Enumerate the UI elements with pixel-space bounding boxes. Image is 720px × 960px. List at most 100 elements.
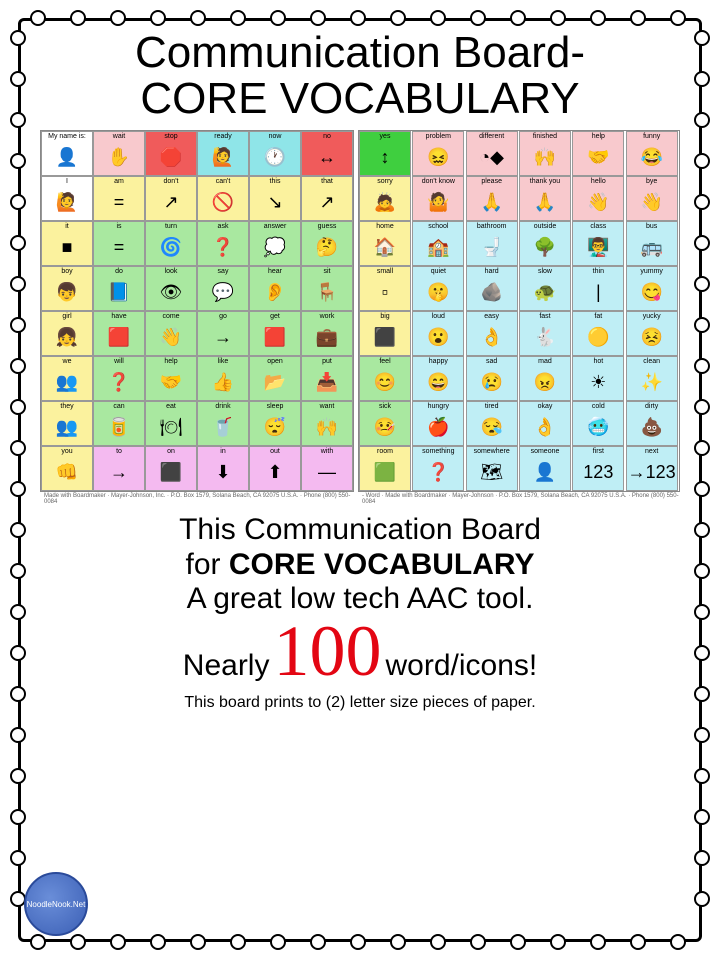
cell-label: My name is: — [48, 133, 86, 140]
border-loop — [694, 481, 710, 497]
cell-icon: 🚽 — [480, 230, 502, 265]
cell-label: eat — [166, 403, 176, 410]
cell-label: hear — [268, 268, 282, 275]
border-loop — [694, 440, 710, 456]
cell-label: bathroom — [477, 223, 507, 230]
cell-icon: 😋 — [640, 275, 662, 310]
board-cell: with— — [301, 446, 353, 491]
cell-label: outside — [534, 223, 557, 230]
cell-label: tired — [485, 403, 499, 410]
desc-line2-prefix: for — [186, 548, 229, 581]
title: Communication Board- CORE VOCABULARY — [40, 30, 680, 122]
cell-label: don't — [164, 178, 179, 185]
cell-label: have — [111, 313, 126, 320]
cell-label: mad — [538, 358, 552, 365]
cell-icon: 🤝 — [587, 140, 609, 175]
cell-label: can — [113, 403, 124, 410]
cell-icon: 🤔 — [316, 230, 338, 265]
board-cell: boy👦 — [41, 266, 93, 311]
cell-icon: 🤷 — [427, 185, 449, 220]
border-loop — [30, 934, 46, 950]
title-line1: Communication Board- — [135, 28, 585, 77]
cell-label: clean — [643, 358, 660, 365]
border-loop — [10, 440, 26, 456]
border-loop — [694, 604, 710, 620]
border-loop — [150, 934, 166, 950]
cell-icon: ▫ — [382, 275, 388, 310]
cell-icon: 🥫 — [108, 410, 130, 445]
cell-icon: 👁 — [160, 275, 183, 310]
cell-icon: ⬆ — [267, 455, 282, 490]
border-loop — [70, 934, 86, 950]
board-cell: hot☀ — [572, 356, 624, 401]
board-cell: drink🥤 — [197, 401, 249, 446]
cell-label: bye — [646, 178, 657, 185]
board-cell: help🤝 — [145, 356, 197, 401]
border-loop — [694, 153, 710, 169]
cell-label: can't — [216, 178, 231, 185]
board-cell: sit🪑 — [301, 266, 353, 311]
border-loop — [694, 645, 710, 661]
cell-label: yummy — [640, 268, 663, 275]
board-cell: look👁 — [145, 266, 197, 311]
cell-icon: 👤 — [56, 140, 78, 175]
board-cell: dirty💩 — [626, 401, 678, 446]
cell-icon: 📥 — [316, 365, 338, 400]
border-loop — [510, 10, 526, 26]
border-loop — [694, 112, 710, 128]
border-loop — [10, 850, 26, 866]
cell-icon: 🤝 — [160, 365, 182, 400]
board-cell: loud😮 — [412, 311, 464, 356]
cell-icon: 😊 — [374, 365, 396, 400]
cell-label: happy — [429, 358, 448, 365]
cell-label: fast — [539, 313, 550, 320]
cell-label: you — [61, 448, 72, 455]
board-cell: sick🤒 — [359, 401, 411, 446]
board-cell: first123 — [572, 446, 624, 491]
border-loop — [10, 563, 26, 579]
cell-icon: 😮 — [427, 320, 449, 355]
board-cell: that↗ — [301, 176, 353, 221]
board-cell: thank you🙏 — [519, 176, 571, 221]
border-loop — [10, 317, 26, 333]
cell-icon: 😠 — [534, 365, 556, 400]
cell-icon: 😢 — [480, 365, 502, 400]
border-loop — [670, 10, 686, 26]
cell-icon: → — [214, 320, 232, 355]
cell-label: say — [218, 268, 229, 275]
cell-icon: 💼 — [316, 320, 338, 355]
border-loop — [694, 399, 710, 415]
cell-icon: ↗ — [319, 185, 334, 220]
board-cell: different◔◆ — [466, 131, 518, 176]
cell-icon: ■ — [62, 230, 73, 265]
cell-label: feel — [379, 358, 390, 365]
board-cell: on⬛ — [145, 446, 197, 491]
board-cell: fat🟡 — [572, 311, 624, 356]
board-cell: somewhere🗺 — [466, 446, 518, 491]
board-cell: don't↗ — [145, 176, 197, 221]
border-loop — [310, 934, 326, 950]
board-cell: want🙌 — [301, 401, 353, 446]
cell-icon: ↕ — [381, 140, 390, 175]
cell-label: sorry — [377, 178, 393, 185]
board-cell: outside🌳 — [519, 221, 571, 266]
desc-line2-bold: CORE VOCABULARY — [229, 548, 535, 581]
board-cell: happy😄 — [412, 356, 464, 401]
board-cell: no↔ — [301, 131, 353, 176]
cell-label: girl — [62, 313, 71, 320]
cell-label: I — [66, 178, 68, 185]
cell-label: please — [481, 178, 502, 185]
cell-label: class — [590, 223, 606, 230]
board-cell: yummy😋 — [626, 266, 678, 311]
cell-icon: 🟩 — [374, 455, 396, 490]
cell-icon: 👂 — [264, 275, 286, 310]
border-loop — [10, 768, 26, 784]
border-loop — [694, 235, 710, 251]
border-loop — [10, 809, 26, 825]
cell-icon: 😄 — [427, 365, 449, 400]
cell-label: ask — [218, 223, 229, 230]
board-cell: feel😊 — [359, 356, 411, 401]
cell-icon: 📘 — [108, 275, 130, 310]
cell-label: boy — [61, 268, 72, 275]
cell-icon: 🗺 — [480, 455, 503, 490]
